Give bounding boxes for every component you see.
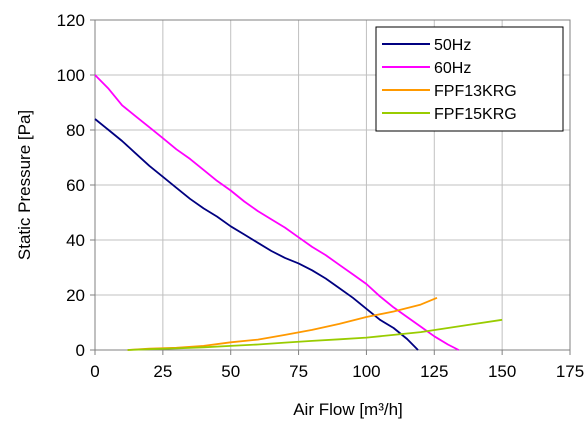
x-tick-label: 125	[420, 362, 448, 381]
x-tick-label: 50	[221, 362, 240, 381]
x-tick-label: 100	[352, 362, 380, 381]
y-tick-label: 80	[66, 121, 85, 140]
x-axis-title: Air Flow [m³/h]	[293, 400, 403, 419]
y-tick-label: 20	[66, 286, 85, 305]
y-tick-label: 40	[66, 231, 85, 250]
y-tick-label: 0	[76, 341, 85, 360]
series-line-50hz	[94, 118, 419, 351]
legend-label: FPF15KRG	[434, 106, 517, 123]
y-tick-label: 120	[57, 11, 85, 30]
legend-label: 50Hz	[434, 37, 471, 54]
x-tick-label: 75	[289, 362, 308, 381]
x-tick-label: 0	[90, 362, 99, 381]
x-tick-label: 150	[488, 362, 516, 381]
series-layer	[94, 74, 503, 351]
y-tick-label: 100	[57, 66, 85, 85]
series-line-60hz	[94, 74, 460, 351]
series-line-fpf15krg	[127, 318, 503, 351]
x-tick-label: 25	[153, 362, 172, 381]
x-axis-title-text: Air Flow [m³/h]	[293, 400, 403, 419]
y-tick-label: 60	[66, 176, 85, 195]
legend-label: 60Hz	[434, 60, 471, 77]
legend-label: FPF13KRG	[434, 83, 517, 100]
x-tick-label: 175	[556, 362, 584, 381]
y-axis-ticks: 0 20 40 60 80 100 120	[57, 11, 95, 360]
x-axis-ticks: 0 25 50 75 100 125 150 175	[90, 350, 584, 381]
legend: 50Hz 60Hz FPF13KRG FPF15KRG	[375, 26, 564, 132]
y-axis-title: Static Pressure [Pa]	[15, 110, 34, 260]
